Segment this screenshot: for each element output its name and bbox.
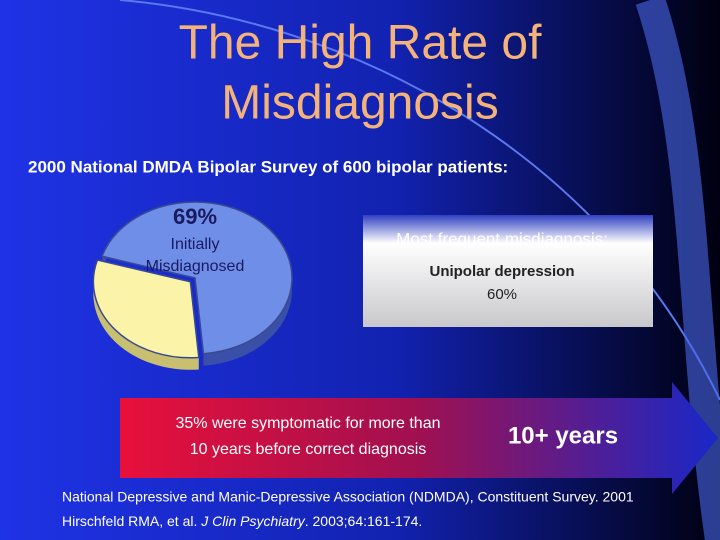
pie-chart: 69% Initially Misdiagnosed: [92, 201, 293, 370]
box-text: Unipolar depression: [429, 263, 574, 280]
pie-value-label: 69%: [173, 204, 217, 229]
subtitle: 2000 National DMDA Bipolar Survey of 600…: [28, 157, 508, 176]
citation: National Depressive and Manic-Depressive…: [62, 489, 634, 505]
arrow-highlight: 10+ years: [508, 422, 618, 449]
title: The High Rate of: [179, 17, 543, 70]
box-heading: Most frequent misdiagnosis:: [396, 229, 608, 248]
swoosh: [119, 0, 720, 401]
swoosh: [635, 0, 720, 540]
citation-part: Hirschfeld RMA, et al.: [62, 513, 201, 529]
pie-side: [93, 260, 199, 370]
pie-slice: [101, 201, 293, 355]
title: Misdiagnosis: [221, 77, 498, 130]
pie-slice: [92, 259, 200, 359]
arrow-text: 35% were symptomatic for more than: [176, 415, 441, 432]
citation: Hirschfeld RMA, et al. J Clin Psychiatry…: [62, 513, 422, 529]
box-text: 60%: [487, 286, 517, 303]
info-box: [363, 215, 653, 327]
citation-part: . 2003;64:161-174.: [305, 513, 423, 529]
arrow: [120, 382, 718, 494]
arrow-text: 10 years before correct diagnosis: [190, 441, 427, 458]
citation-journal: J Clin Psychiatry: [200, 513, 305, 529]
pie-category-label: Initially Misdiagnosed: [146, 236, 245, 275]
